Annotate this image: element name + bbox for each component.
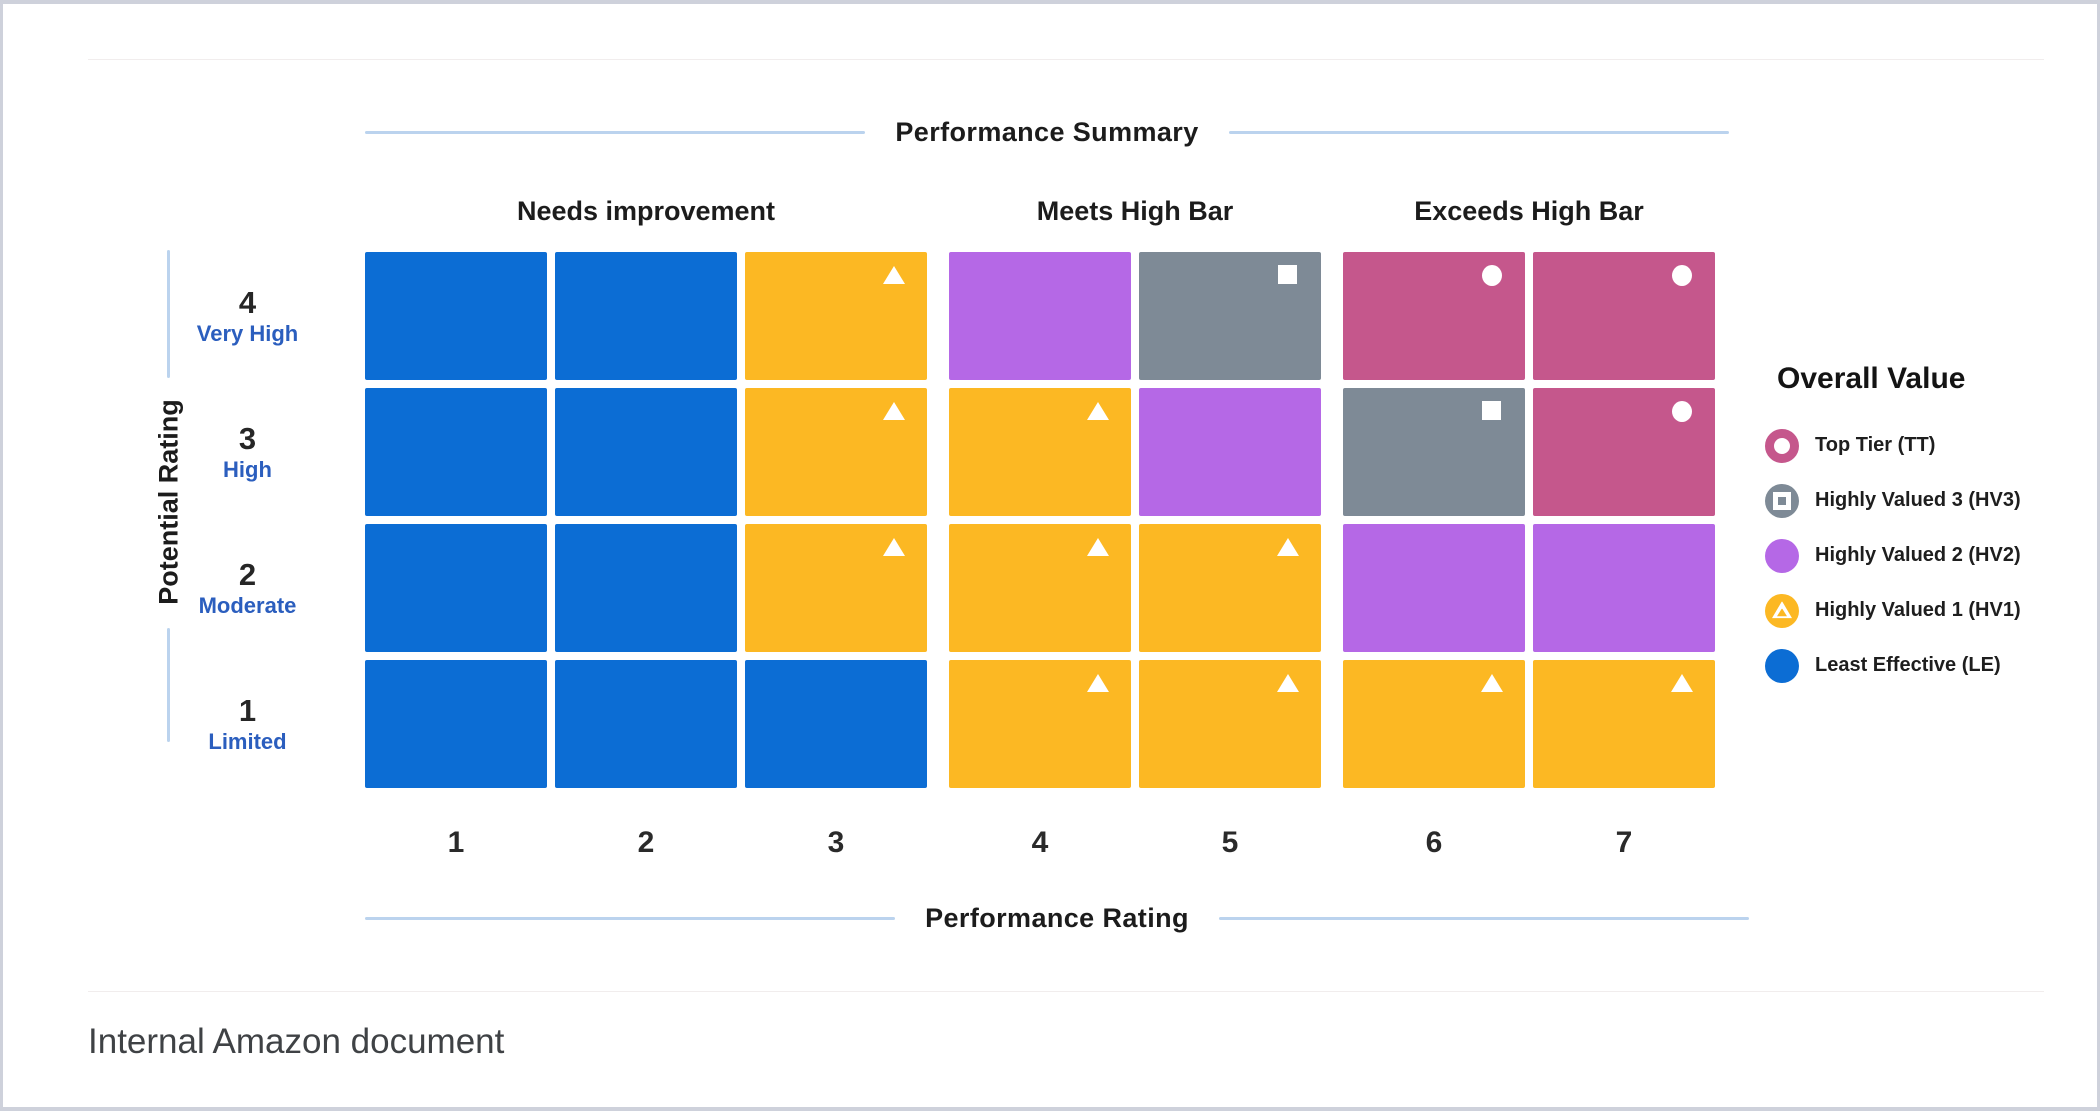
cell-p2-x7-hv2 (1533, 524, 1715, 652)
triangle-marker-icon (1481, 674, 1503, 692)
cell-p4-x2-le (555, 252, 737, 380)
cell-p4-x5-hv3 (1139, 252, 1321, 380)
x-tick-3: 3 (827, 826, 845, 859)
legend-item-hv3: Highly Valued 3 (HV3) (1765, 473, 2021, 528)
cell-p3-x1-le (365, 388, 547, 516)
row-label-4: 4 Very High (150, 252, 345, 380)
triangle-marker-icon (1671, 674, 1693, 692)
row-sublabel: High (223, 456, 272, 482)
row-label-2: 2 Moderate (150, 524, 345, 652)
x-axis-rule-left (365, 917, 896, 920)
x-tick-4: 4 (1031, 826, 1049, 859)
cell-p1-x2-le (555, 660, 737, 788)
legend-hv2-icon (1765, 538, 1799, 573)
cell-p1-x4-hv1 (949, 660, 1131, 788)
row-number: 3 (238, 420, 257, 456)
y-axis-rule-top (167, 250, 170, 378)
chart-title: Performance Summary (895, 117, 1199, 147)
legend: Overall Value Top Tier (TT) Highly Valued… (1765, 362, 2021, 693)
row-label-3: 3 High (150, 388, 345, 516)
triangle-marker-icon (883, 402, 905, 420)
cell-p2-x6-hv2 (1343, 524, 1525, 652)
triangle-glyph-inner (1777, 608, 1787, 617)
cell-p3-x6-hv3 (1343, 388, 1525, 516)
cell-p1-x3-le (745, 660, 927, 788)
cell-p3-x5-hv2 (1139, 388, 1321, 516)
caption: Internal Amazon document (88, 1022, 505, 1061)
x-tick-7: 7 (1615, 826, 1633, 859)
cell-p2-x1-le (365, 524, 547, 652)
row-number: 4 (238, 284, 257, 320)
cell-p2-x5-hv1 (1139, 524, 1321, 652)
cell-p2-x2-le (555, 524, 737, 652)
triangle-marker-icon (1087, 402, 1109, 420)
y-axis-rule-bottom (167, 628, 170, 742)
row-label-1: 1 Limited (150, 660, 345, 788)
title-rule-right (1228, 131, 1730, 134)
x-tick-1: 1 (447, 826, 465, 859)
cell-p2-x3-hv1 (745, 524, 927, 652)
circle-marker-icon (1672, 401, 1692, 422)
row-sublabel: Very High (196, 320, 299, 346)
cell-p3-x2-le (555, 388, 737, 516)
legend-item-le: Least Effective (LE) (1765, 638, 2021, 693)
triangle-marker-icon (1087, 674, 1109, 692)
cell-p4-x6-tt (1343, 252, 1525, 380)
cell-p4-x4-hv2 (949, 252, 1131, 380)
legend-hv3-icon (1765, 483, 1799, 518)
title-rule-left (365, 131, 866, 134)
column-group-header-2: Meets High Bar (1036, 196, 1234, 226)
legend-label: Least Effective (LE) (1815, 654, 2001, 676)
embedded-image-bottom-edge (88, 991, 2044, 992)
square-marker-icon (1482, 401, 1501, 420)
legend-item-hv1: Highly Valued 1 (HV1) (1765, 583, 2021, 638)
x-tick-5: 5 (1221, 826, 1239, 859)
square-glyph (1773, 491, 1791, 510)
triangle-marker-icon (1087, 538, 1109, 556)
x-tick-6: 6 (1425, 826, 1443, 859)
legend-le-icon (1765, 648, 1799, 683)
cell-p1-x6-hv1 (1343, 660, 1525, 788)
legend-title: Overall Value (1777, 362, 1966, 395)
chart-title-row: Performance Summary (365, 117, 1730, 148)
legend-item-hv2: Highly Valued 2 (HV2) (1765, 528, 2021, 583)
column-group-header-1: Needs improvement (516, 196, 776, 226)
triangle-marker-icon (883, 266, 905, 284)
row-number: 1 (238, 692, 257, 728)
cell-p3-x3-hv1 (745, 388, 927, 516)
triangle-marker-icon (1277, 674, 1299, 692)
embedded-image-top-edge (88, 59, 2044, 60)
cell-p1-x1-le (365, 660, 547, 788)
legend-label: Highly Valued 2 (HV2) (1815, 544, 2021, 566)
cell-p3-x7-tt (1533, 388, 1715, 516)
row-sublabel: Moderate (198, 592, 297, 618)
cell-p3-x4-hv1 (949, 388, 1131, 516)
circle-marker-icon (1482, 265, 1502, 286)
x-axis-rule-right (1218, 917, 1749, 920)
cell-p4-x3-hv1 (745, 252, 927, 380)
triangle-marker-icon (883, 538, 905, 556)
x-axis-label: Performance Rating (925, 903, 1189, 933)
triangle-marker-icon (1277, 538, 1299, 556)
x-axis-title-row: Performance Rating (365, 903, 1749, 934)
legend-hv1-icon (1765, 593, 1799, 628)
cell-p4-x1-le (365, 252, 547, 380)
legend-label: Highly Valued 1 (HV1) (1815, 599, 2021, 621)
row-number: 2 (238, 556, 257, 592)
circle-marker-icon (1672, 265, 1692, 286)
legend-label: Top Tier (TT) (1815, 434, 1936, 456)
legend-items: Top Tier (TT) Highly Valued 3 (HV3) Highly… (1765, 418, 2021, 693)
cell-p1-x5-hv1 (1139, 660, 1321, 788)
legend-label: Highly Valued 3 (HV3) (1815, 489, 2021, 511)
legend-tt-icon (1765, 428, 1799, 463)
legend-item-tt: Top Tier (TT) (1765, 418, 2021, 473)
cell-p4-x7-tt (1533, 252, 1715, 380)
row-sublabel: Limited (208, 728, 287, 754)
square-marker-icon (1278, 265, 1297, 284)
x-tick-2: 2 (637, 826, 655, 859)
cell-p2-x4-hv1 (949, 524, 1131, 652)
column-group-header-3: Exceeds High Bar (1414, 196, 1644, 226)
cell-p1-x7-hv1 (1533, 660, 1715, 788)
